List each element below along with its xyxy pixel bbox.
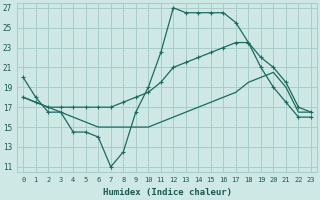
X-axis label: Humidex (Indice chaleur): Humidex (Indice chaleur) [102, 188, 232, 197]
